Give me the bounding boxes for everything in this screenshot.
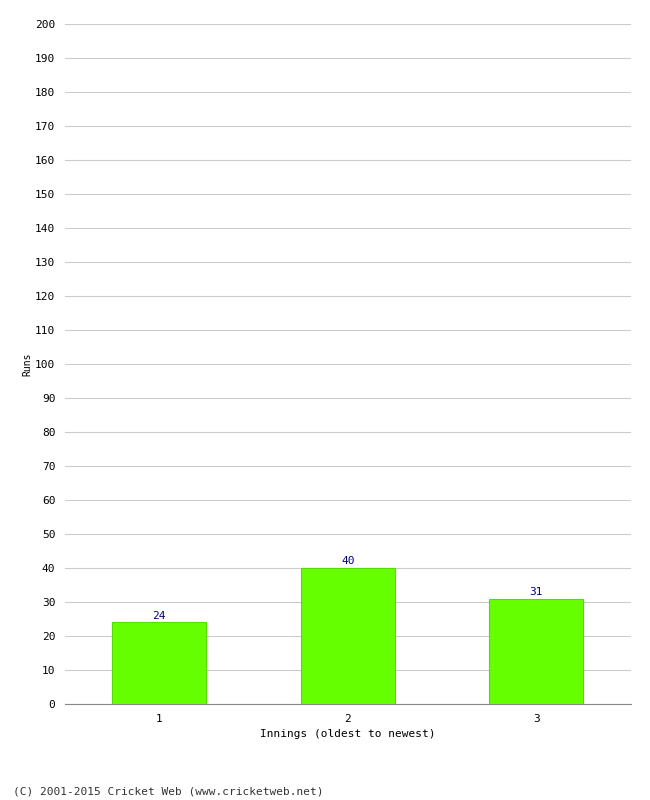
Text: 24: 24 xyxy=(153,610,166,621)
Y-axis label: Runs: Runs xyxy=(22,352,32,376)
Text: (C) 2001-2015 Cricket Web (www.cricketweb.net): (C) 2001-2015 Cricket Web (www.cricketwe… xyxy=(13,786,324,796)
Text: 40: 40 xyxy=(341,556,354,566)
Bar xyxy=(489,598,584,704)
Bar xyxy=(300,568,395,704)
X-axis label: Innings (oldest to newest): Innings (oldest to newest) xyxy=(260,730,436,739)
Bar xyxy=(112,622,207,704)
Text: 31: 31 xyxy=(530,587,543,597)
